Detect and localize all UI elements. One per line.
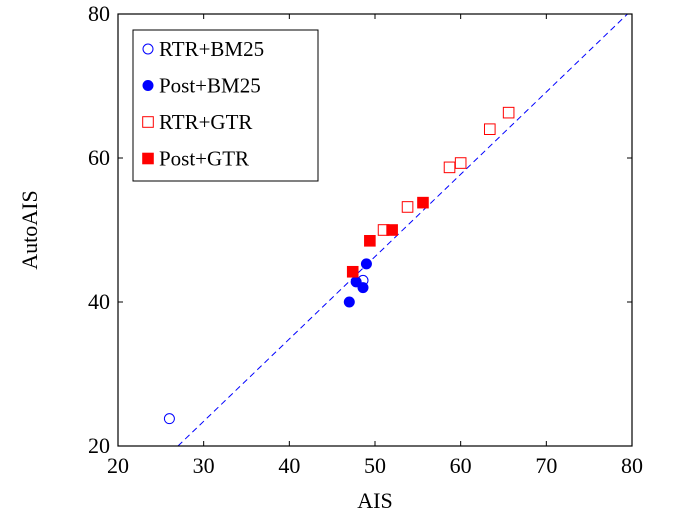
y-tick-label: 60 <box>88 145 110 170</box>
y-tick-label: 40 <box>88 289 110 314</box>
legend-label: RTR+BM25 <box>159 37 264 61</box>
ticks-layer: 20 30 40 50 60 70 80 20 40 60 80 <box>88 1 643 478</box>
legend-item: Post+BM25 <box>142 74 261 98</box>
data-point <box>343 296 355 308</box>
legend-marker <box>142 43 154 55</box>
data-point <box>401 201 414 213</box>
x-tick-label: 60 <box>450 453 472 478</box>
series-post-gtr <box>346 196 429 278</box>
data-point <box>454 157 467 169</box>
diagonal-reference-line <box>177 14 629 446</box>
legend-item: RTR+BM25 <box>142 37 264 61</box>
data-point <box>163 413 175 425</box>
x-tick-label: 20 <box>107 453 129 478</box>
data-point <box>346 265 359 278</box>
y-tick-label: 80 <box>88 1 110 26</box>
x-tick-label: 30 <box>193 453 215 478</box>
data-point <box>502 106 515 119</box>
data-point <box>357 282 369 294</box>
x-tick-label: 80 <box>621 453 643 478</box>
legend-label: RTR+GTR <box>159 110 252 134</box>
series-rtr-gtr <box>377 106 515 236</box>
legend-label: Post+BM25 <box>159 74 261 98</box>
y-axis-label: AutoAIS <box>17 190 42 269</box>
legend-item: Post+GTR <box>142 147 249 171</box>
x-tick-label: 50 <box>364 453 386 478</box>
legend-label: Post+GTR <box>159 147 249 171</box>
legend-marker <box>142 116 154 128</box>
x-axis-label: AIS <box>357 488 392 513</box>
legend-box <box>132 29 319 182</box>
legend-item: RTR+GTR <box>142 110 252 134</box>
legend-marker <box>142 152 154 165</box>
data-point <box>443 161 456 174</box>
data-point <box>360 258 372 270</box>
data-points-layer <box>163 106 515 425</box>
x-tick-label: 70 <box>535 453 557 478</box>
reference-line-layer <box>177 14 629 446</box>
data-point <box>417 196 429 209</box>
data-point <box>483 123 496 136</box>
data-point <box>386 224 398 236</box>
series-rtr-bm25 <box>163 274 369 425</box>
x-tick-label: 40 <box>278 453 300 478</box>
data-point <box>364 235 376 247</box>
legend-marker <box>142 80 154 91</box>
y-tick-label: 20 <box>88 433 110 458</box>
legend: RTR+BM25 Post+BM25 RTR+GTR Post+GTR <box>132 29 319 182</box>
